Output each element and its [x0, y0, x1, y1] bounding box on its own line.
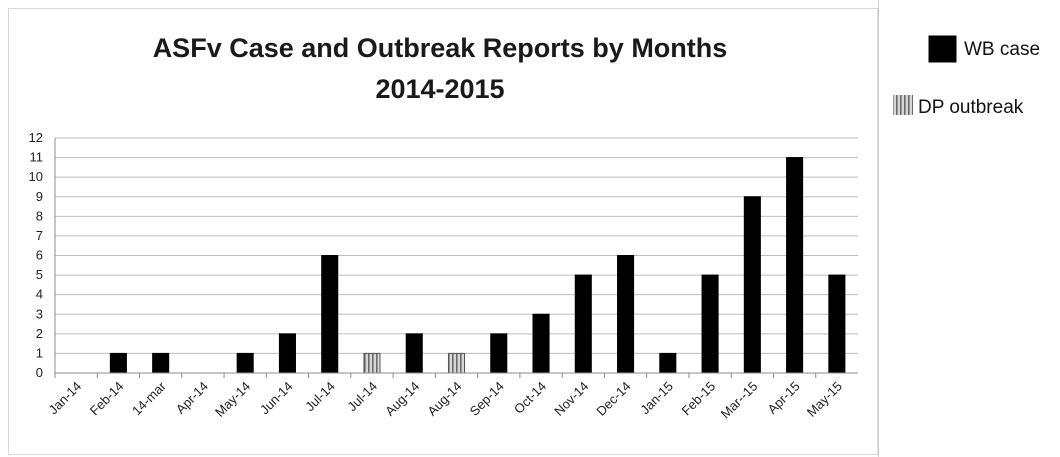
x-tick-label: Apr-14: [173, 379, 211, 417]
y-tick-label: 7: [36, 228, 43, 243]
x-tick-label: Feb-14: [87, 379, 127, 419]
x-tick-label: May-15: [804, 379, 845, 420]
panel-divider: [878, 0, 879, 457]
legend-swatch-dp-outbreak: [893, 95, 913, 115]
x-axis: Jan-14 Feb-14 14-mar Apr-14 May-14 Jun-14 Jul-…: [46, 372, 858, 422]
y-tick-label: 9: [36, 189, 43, 204]
x-tick-label: Aug-14: [382, 379, 422, 419]
x-tick-label: Mar--15: [718, 379, 761, 422]
bar-wb-case: [109, 352, 127, 374]
y-tick-label: 11: [30, 150, 44, 165]
x-tick-label: Sep-14: [467, 379, 507, 419]
x-tick-label: Apr-15: [765, 379, 803, 417]
legend-swatch-wb-case: [928, 35, 957, 63]
legend: WB case DP outbreak: [893, 35, 1040, 118]
bar-wb-case: [786, 157, 804, 374]
bar-wb-case: [532, 313, 550, 374]
y-tick-label: 12: [29, 130, 43, 145]
y-tick-label: 10: [29, 169, 43, 184]
bar-wb-case: [490, 333, 508, 374]
y-tick-label: 1: [36, 345, 43, 360]
bar-wb-case: [701, 274, 719, 374]
legend-label-wb-case: WB case: [964, 39, 1040, 60]
x-tick-label: Dec-14: [593, 379, 633, 419]
x-tick-label: Jan-15: [637, 379, 676, 418]
x-tick-label: May-14: [212, 379, 253, 420]
bar-wb-case: [828, 274, 846, 374]
bar-wb-case: [236, 352, 254, 374]
bar-wb-case: [405, 333, 423, 374]
y-tick-label: 4: [36, 287, 43, 302]
y-tick-label: 0: [36, 365, 43, 380]
x-tick-label: Oct-14: [511, 379, 549, 417]
y-tick-label: 2: [36, 326, 43, 341]
y-tick-label: 8: [36, 208, 43, 223]
x-tick-label: Jul-14: [344, 379, 380, 415]
bars: [109, 157, 846, 374]
bar-wb-case: [743, 196, 761, 374]
legend-label-dp-outbreak: DP outbreak: [918, 97, 1024, 118]
bar-wb-case: [659, 352, 677, 374]
bar-wb-case: [617, 255, 635, 374]
bar-dp-outbreak: [363, 352, 381, 374]
x-tick-label: Jun-14: [257, 379, 296, 418]
y-tick-label: 5: [36, 267, 43, 282]
x-tick-label: Jan-14: [46, 379, 85, 418]
bar-wb-case: [574, 274, 592, 374]
x-tick-label: Nov-14: [551, 379, 591, 419]
bar-wb-case: [278, 333, 296, 374]
bar-dp-outbreak: [447, 352, 466, 374]
bar-wb-case: [152, 352, 170, 374]
chart-frame: [8, 8, 878, 455]
x-tick-label: Aug-14: [424, 379, 464, 419]
y-tick-label: 6: [36, 248, 43, 263]
gridlines: [55, 137, 858, 374]
x-tick-label: Feb-15: [678, 379, 718, 419]
chart-title-line-1: ASFv Case and Outbreak Reports by Months: [153, 33, 728, 63]
x-tick-label: Jul-14: [302, 379, 338, 415]
y-tick-label: 3: [36, 306, 43, 321]
x-tick-label: 14-mar: [129, 378, 169, 418]
bar-wb-case: [321, 255, 339, 374]
chart-title-line-2: 2014-2015: [375, 74, 504, 104]
